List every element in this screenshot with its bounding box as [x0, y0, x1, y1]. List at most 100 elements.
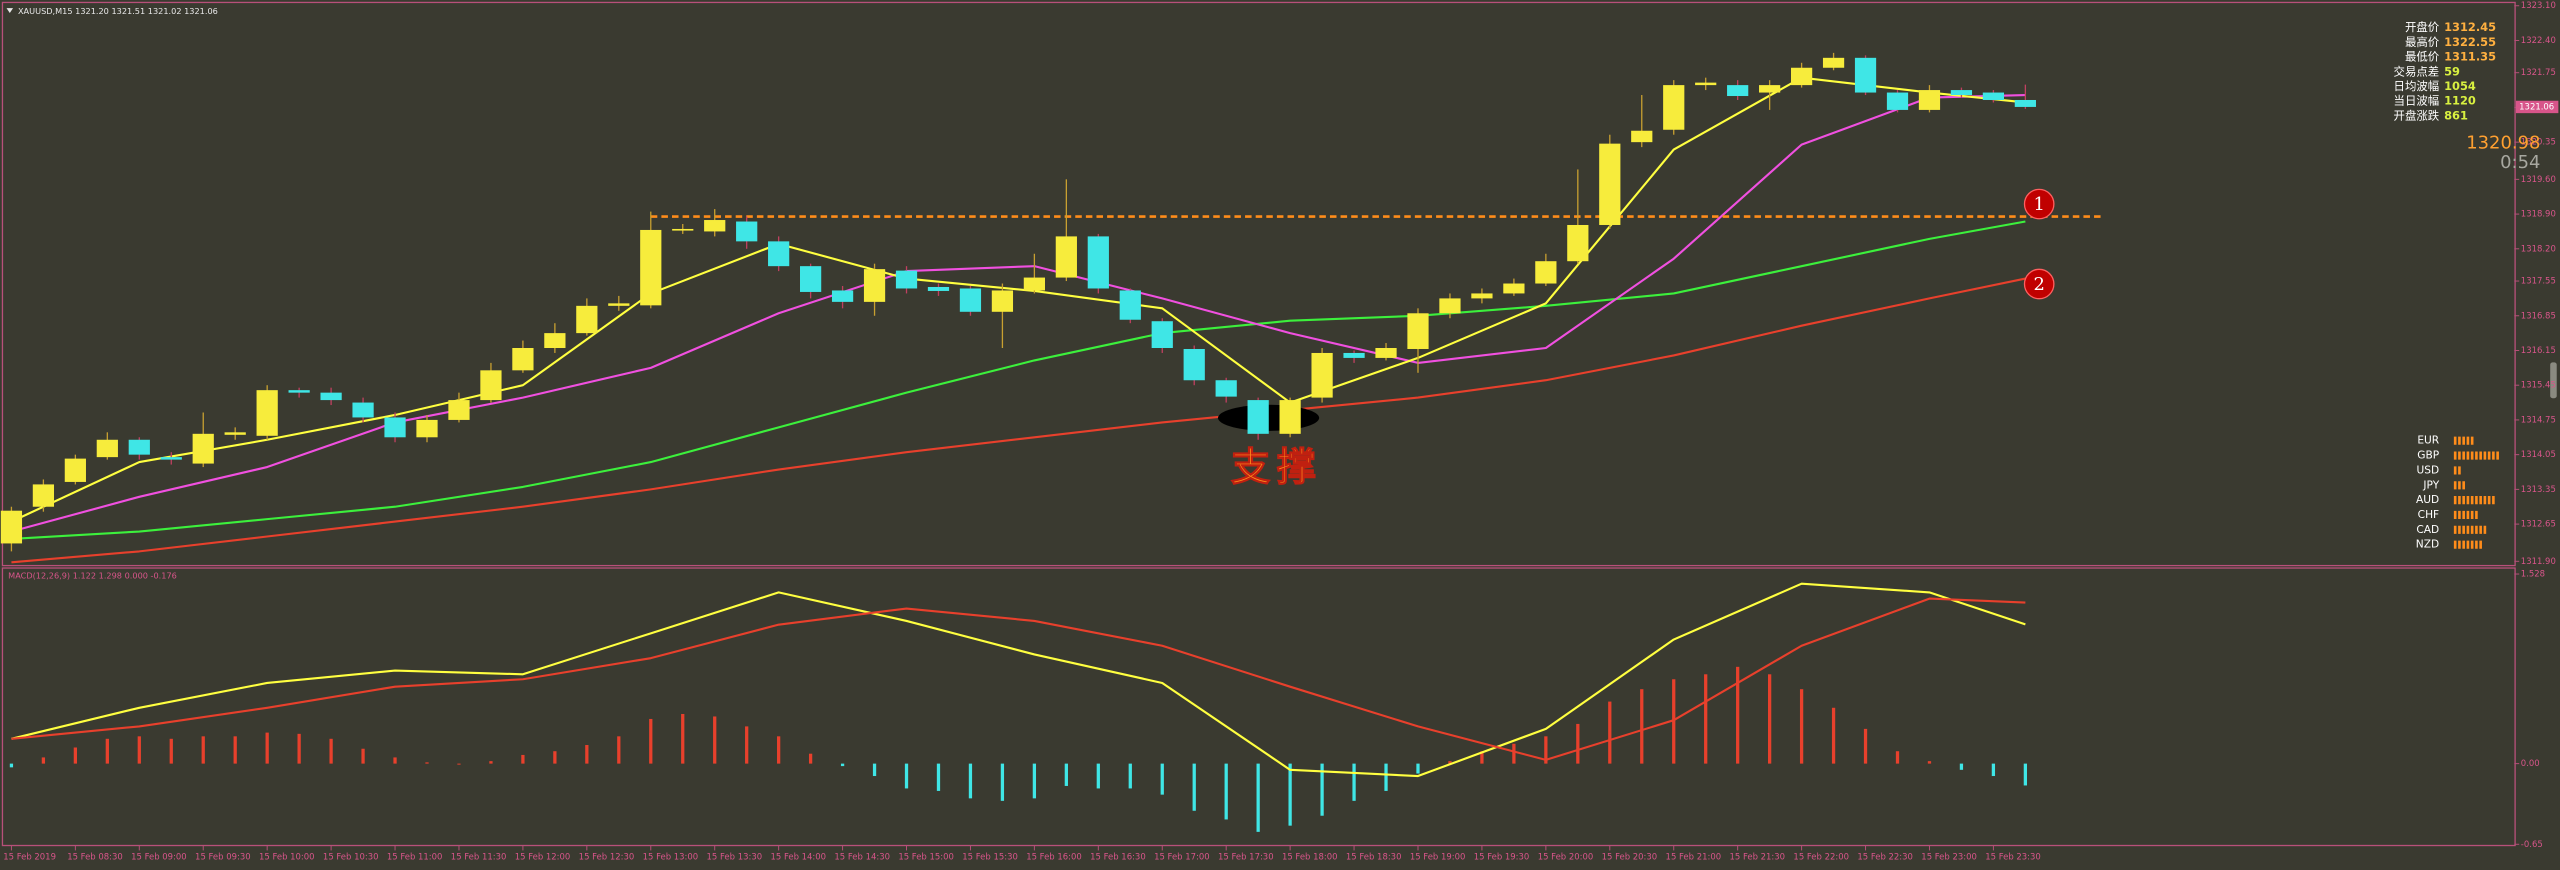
macd-bar — [1096, 763, 1100, 789]
marker-circle — [2023, 268, 2055, 300]
candle-body — [736, 221, 758, 242]
candle-body — [32, 484, 55, 507]
info-label: 最低价 — [2405, 50, 2440, 64]
candle-body — [895, 270, 918, 289]
indicator-line — [11, 597, 2026, 761]
candle-body — [1311, 352, 1333, 398]
candle-body — [1567, 224, 1589, 262]
candle-body — [991, 290, 1014, 312]
scroll-handle[interactable] — [2550, 362, 2557, 399]
currency-label: CHF — [2418, 508, 2440, 521]
candle-body — [96, 439, 118, 458]
candle-body — [1343, 352, 1365, 358]
macd-bar — [1959, 763, 1964, 770]
info-value: 1312.45 — [2444, 20, 2496, 34]
menu-arrow[interactable] — [6, 8, 14, 14]
macd-bar — [1991, 763, 1996, 777]
x-tick-label: 15 Feb 18:30 — [1346, 851, 1402, 861]
macd-bar — [872, 763, 877, 777]
candle-body — [1471, 293, 1493, 299]
macd-bar — [1512, 743, 1516, 764]
macd-bar — [1640, 689, 1644, 764]
macd-bar — [169, 738, 173, 764]
candle-body — [927, 286, 950, 291]
currency-label: NZD — [2416, 538, 2439, 551]
macd-bar — [1256, 763, 1260, 832]
x-tick-label: 15 Feb 14:00 — [770, 851, 826, 861]
candle-body — [831, 290, 854, 302]
x-tick-label: 15 Feb 15:30 — [962, 851, 1018, 861]
macd-bar — [936, 763, 941, 791]
y-tick-label: 1320.35 — [2521, 137, 2556, 147]
strength-bar — [2453, 496, 2495, 505]
marker-circle — [2023, 188, 2055, 220]
x-tick-label: 15 Feb 10:00 — [259, 851, 315, 861]
chart-title: XAUUSD,M15 1321.20 1321.51 1321.02 1321.… — [18, 6, 218, 16]
indicator-line — [11, 277, 2026, 564]
candle-body — [1151, 321, 1173, 349]
macd-bar — [585, 745, 589, 764]
macd-bar — [1192, 763, 1196, 811]
candle-body — [512, 348, 534, 371]
info-value: 1120 — [2444, 94, 2476, 108]
strength-bar — [2453, 451, 2499, 460]
macd-bar — [201, 736, 205, 764]
info-label: 日均波幅 — [2394, 79, 2440, 93]
candle-body — [1183, 348, 1205, 381]
macd-bar — [1320, 763, 1324, 816]
x-tick-label: 15 Feb 17:00 — [1154, 851, 1210, 861]
support-annotation: 支撑 — [1231, 446, 1322, 491]
candle-body — [1950, 90, 1973, 96]
x-tick-label: 15 Feb 18:00 — [1282, 851, 1338, 861]
macd-bar — [904, 763, 909, 789]
current-price-label: 1321.06 — [2519, 101, 2554, 111]
x-tick-label: 15 Feb 23:30 — [1985, 851, 2041, 861]
candle-body — [1023, 277, 1045, 291]
x-tick-label: 15 Feb 12:30 — [579, 851, 635, 861]
x-tick-label: 15 Feb 2019 — [3, 851, 56, 861]
x-tick-label: 15 Feb 21:30 — [1730, 851, 1786, 861]
info-value: 59 — [2444, 64, 2460, 78]
macd-bar — [137, 736, 141, 764]
macd-bar — [393, 757, 397, 764]
candle-body — [448, 400, 470, 420]
candle-body — [1087, 236, 1109, 289]
macd-bar — [1608, 701, 1612, 764]
marker-label: 1 — [2033, 194, 2044, 215]
macd-bar — [489, 761, 493, 764]
candle-body — [1247, 400, 1269, 434]
macd-bar — [1384, 763, 1388, 791]
candle-body — [704, 220, 726, 232]
candle-body — [192, 433, 214, 464]
price-panel-frame — [1, 1, 2516, 567]
candle-body — [64, 458, 86, 482]
candle-body — [1215, 380, 1237, 397]
candle-body — [224, 432, 246, 435]
x-tick-label: 15 Feb 19:00 — [1410, 851, 1466, 861]
x-tick-label: 15 Feb 23:00 — [1921, 851, 1977, 861]
x-tick-label: 15 Feb 19:30 — [1474, 851, 1530, 861]
strength-bar — [2453, 540, 2482, 549]
y-tick-label: 1315.45 — [2521, 380, 2556, 390]
indicator-line — [11, 582, 2026, 778]
candle-body — [1727, 85, 1749, 97]
macd-bar — [1000, 763, 1005, 801]
info-label: 交易点差 — [2394, 64, 2440, 78]
bar-timer: 0:54 — [2500, 152, 2540, 173]
macd-bar — [457, 763, 461, 765]
candle-body — [640, 229, 662, 306]
candle-body — [1822, 57, 1845, 68]
macd-bar — [329, 738, 333, 764]
y-tick-label: 1.528 — [2521, 569, 2545, 579]
candle-body — [544, 333, 566, 349]
info-value: 1322.55 — [2444, 35, 2496, 49]
macd-bar — [1352, 763, 1356, 801]
x-tick-label: 15 Feb 22:00 — [1793, 851, 1849, 861]
y-tick-label: 1314.75 — [2521, 414, 2556, 424]
macd-bar — [1704, 674, 1708, 764]
macd-bar — [968, 763, 973, 799]
info-label: 当日波幅 — [2394, 94, 2440, 108]
